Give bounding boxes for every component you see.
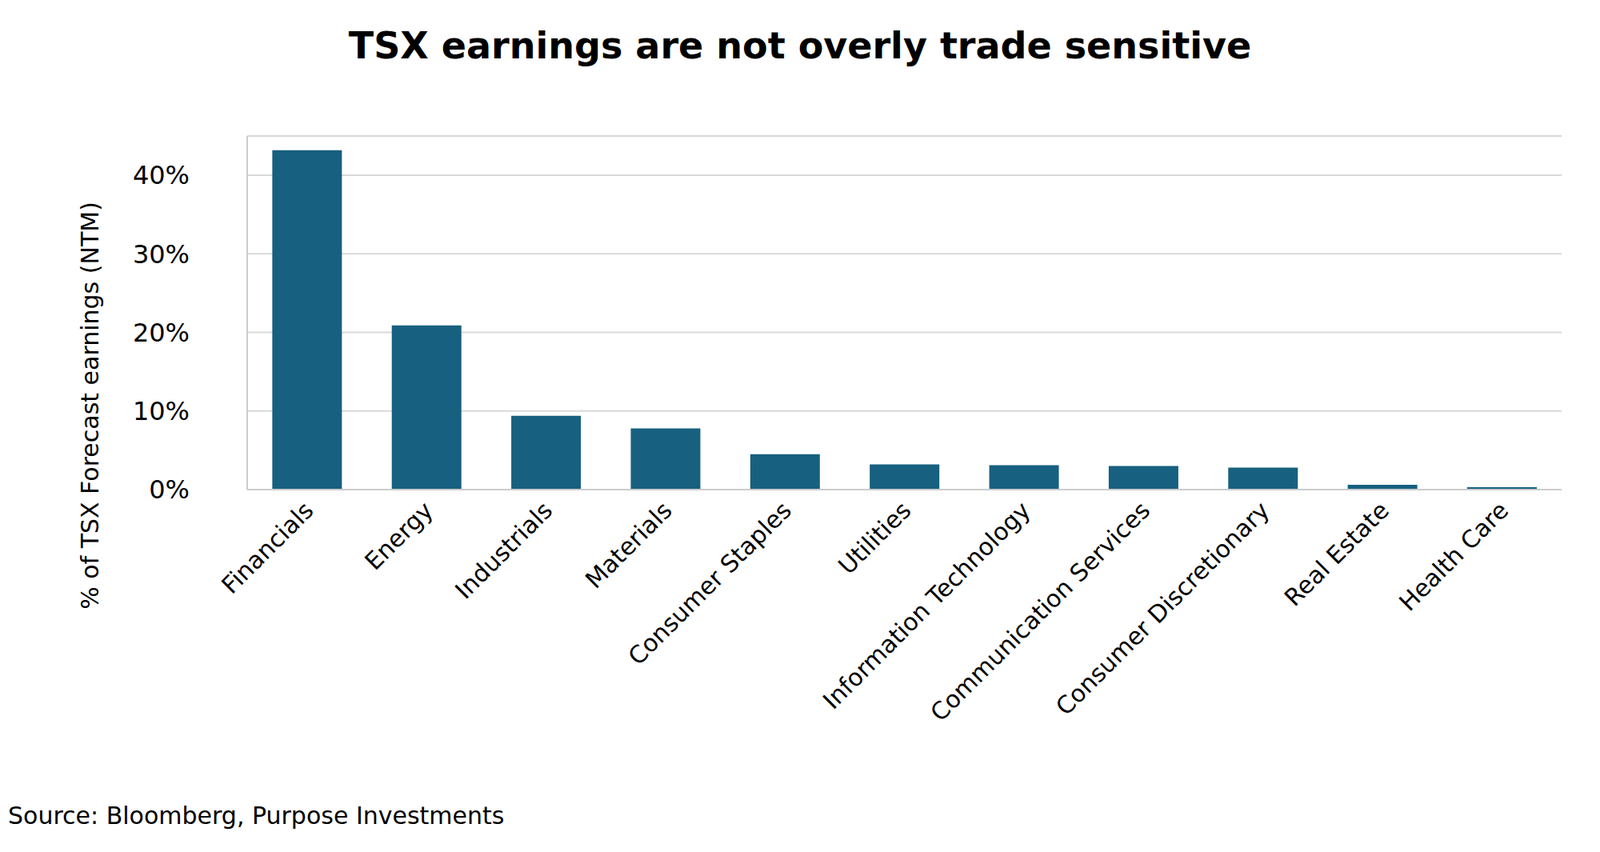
html-text:Source: Bloomberg, Purpose Inv: Source: Bloomberg, Purpose Investments	[8, 801, 505, 830]
svg-text:Consumer Staples: Consumer Staples	[622, 496, 797, 671]
svg-text:10%: 10%	[132, 396, 190, 427]
svg-text:Materials: Materials	[580, 496, 678, 594]
svg-text:Information Technology: Information Technology	[817, 496, 1036, 715]
svg-text:Financials: Financials	[216, 496, 320, 600]
svg-text:0%: 0%	[148, 474, 190, 505]
svg-text:Industrials: Industrials	[449, 496, 558, 604]
svg-text:Energy: Energy	[359, 496, 439, 576]
svg-text:Communication Services: Communication Services	[924, 496, 1156, 727]
svg-text:30%: 30%	[132, 239, 190, 270]
svg-text:Real Estate: Real Estate	[1279, 496, 1395, 612]
svg-text:Health Care: Health Care	[1393, 496, 1514, 616]
svg-text:Utilities: Utilities	[832, 496, 917, 580]
svg-text:Consumer Discretionary: Consumer Discretionary	[1050, 496, 1276, 721]
html-text:TSX earnings are not overly tr: TSX earnings are not overly trade sensit…	[348, 24, 1252, 68]
svg-text:20%: 20%	[132, 317, 190, 348]
html-text:% of TSX Forecast earnings (NT: % of TSX Forecast earnings (NTM)	[75, 201, 104, 610]
svg-text:40%: 40%	[132, 160, 190, 191]
